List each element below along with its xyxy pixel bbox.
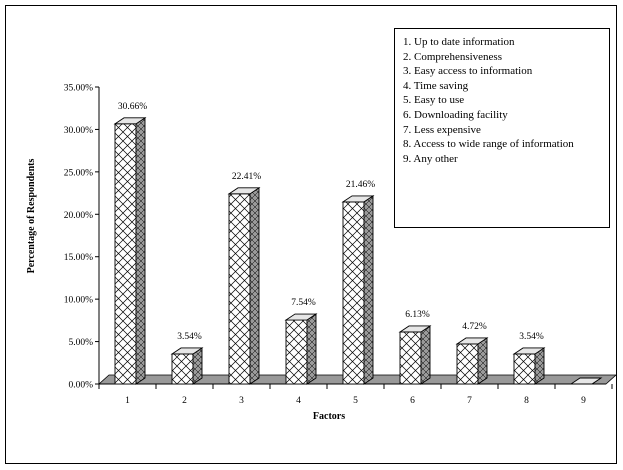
x-tick-label-3: 3	[239, 396, 244, 406]
legend-item-7: 7. Less expensive	[403, 123, 481, 136]
y-tick-label: 25.00%	[64, 168, 93, 178]
bar-front	[456, 343, 479, 385]
legend-item-5: 5. Easy to use	[403, 94, 465, 107]
y-tick-label: 10.00%	[64, 296, 93, 306]
x-tick-label-4: 4	[296, 396, 301, 406]
chart-frame: 0.00% 5.00% 10.00% 15.00% 20.00% 25.00% 30.00%…	[5, 5, 618, 464]
legend-item-1: 1. Up to date information	[403, 36, 515, 48]
bar-8	[512, 347, 546, 385]
bar-front	[342, 201, 365, 385]
chart-bars	[113, 116, 603, 385]
bar-top	[569, 377, 603, 385]
legend-item-3: 3. Easy access to information	[403, 65, 533, 78]
data-label-4: 7.54%	[291, 298, 316, 308]
y-tick-label: 30.00%	[64, 126, 93, 136]
bar-chart: 0.00% 5.00% 10.00% 15.00% 20.00% 25.00% 30.00%…	[26, 84, 618, 422]
data-label-5: 21.46%	[346, 180, 375, 190]
legend: 1. Up to date information 2. Comprehensiv…	[394, 28, 610, 228]
bar-5	[341, 195, 375, 385]
legend-item-4: 4. Time saving	[403, 79, 469, 92]
x-tick-label-1: 1	[125, 396, 130, 406]
x-tick-label-5: 5	[353, 396, 358, 406]
x-tick-label-9: 9	[581, 396, 586, 406]
bar-3	[227, 186, 261, 385]
y-tick-label: 20.00%	[64, 211, 93, 221]
bar-front	[114, 123, 137, 385]
bar-7	[455, 337, 489, 385]
bar-side	[306, 313, 317, 385]
bar-top	[284, 313, 318, 321]
x-tick-label-2: 2	[182, 396, 187, 406]
data-label-7: 4.72%	[462, 322, 487, 332]
bar-side	[249, 186, 260, 385]
bar-front	[513, 353, 536, 385]
y-tick-label: 15.00%	[64, 253, 93, 263]
bar-top	[170, 347, 204, 355]
bar-front	[285, 319, 308, 385]
bar-top	[455, 337, 489, 345]
bar-front	[171, 353, 194, 385]
bar-top	[341, 195, 375, 203]
legend-item-8: 8. Access to wide range of information	[403, 138, 574, 151]
x-tick-label-7: 7	[467, 396, 472, 406]
bar-side	[135, 116, 146, 385]
x-tick-label-6: 6	[410, 396, 415, 406]
y-tick-label: 35.00%	[64, 84, 93, 94]
bar-top	[398, 325, 432, 333]
bar-2	[170, 347, 204, 385]
bar-side	[363, 195, 374, 385]
x-axis-title: Factors	[313, 411, 345, 422]
bar-side	[477, 337, 488, 385]
bar-1	[113, 116, 147, 385]
legend-item-6: 6. Downloading facility	[403, 108, 508, 121]
y-tick-label: 0.00%	[68, 381, 93, 391]
bar-top	[113, 117, 147, 125]
bar-4	[284, 313, 318, 385]
bar-top	[227, 187, 261, 195]
legend-item-2: 2. Comprehensiveness	[403, 50, 502, 63]
y-axis-title: Percentage of Respondents	[26, 158, 37, 273]
bar-side	[420, 325, 431, 385]
data-label-3: 22.41%	[232, 172, 261, 182]
data-label-1: 30.66%	[118, 102, 147, 112]
x-tick-label-8: 8	[524, 396, 529, 406]
bar-6	[398, 325, 432, 385]
bar-front	[228, 193, 251, 385]
chart-labels: 30.66% 1 3.54% 2 22.41% 3 7.54% 4 21.46% 5 6.13% 6 4…	[118, 102, 586, 406]
data-label-2: 3.54%	[177, 332, 202, 342]
data-label-6: 6.13%	[405, 310, 430, 320]
bar-front	[399, 331, 422, 385]
data-label-8: 3.54%	[519, 332, 544, 342]
y-tick-label: 5.00%	[68, 338, 93, 348]
bar-top	[512, 347, 546, 355]
legend-item-9: 9. Any other	[403, 152, 458, 165]
bar-9	[569, 377, 603, 385]
